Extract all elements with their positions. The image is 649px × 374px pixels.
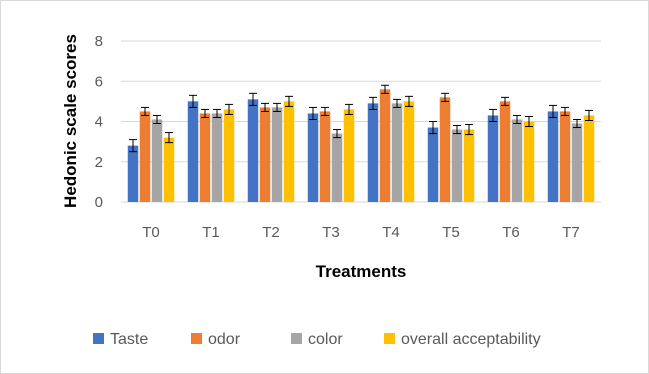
bar-t0-overall-acceptability: [163, 137, 175, 202]
bar-t3-taste: [307, 113, 319, 202]
bar-t7-odor: [559, 111, 571, 202]
legend: Taste odor color overall acceptability: [93, 331, 541, 348]
error-bar: [501, 96, 509, 106]
legend-label: overall acceptability: [401, 331, 541, 348]
bar-t5-color: [451, 129, 463, 202]
error-bar: [561, 106, 569, 116]
error-bar: [453, 125, 461, 135]
error-bar: [549, 104, 557, 118]
legend-item: overall acceptability: [384, 331, 541, 348]
error-bar: [213, 108, 221, 118]
bar-t1-color: [211, 113, 223, 202]
legend-item: odor: [191, 331, 241, 348]
bar-t5-odor: [439, 97, 451, 202]
bar-t1-overall-acceptability: [223, 109, 235, 202]
bar-t2-taste: [247, 99, 259, 202]
bar-t0-odor: [139, 111, 151, 202]
legend-label: odor: [208, 331, 241, 348]
x-tick-label: T2: [262, 224, 280, 241]
bar-t6-color: [511, 119, 523, 202]
y-tick-label: 4: [95, 114, 103, 131]
bar-t3-color: [331, 133, 343, 202]
bar-t4-odor: [379, 89, 391, 202]
bar-t5-taste: [427, 127, 439, 202]
bar-t6-taste: [487, 115, 499, 202]
y-tick-label: 6: [95, 73, 103, 90]
bar-t1-taste: [187, 101, 199, 202]
error-bar: [165, 132, 173, 144]
y-axis-title: Hedonic scale scores: [61, 34, 80, 208]
bar-t3-odor: [319, 111, 331, 202]
error-bar: [369, 96, 377, 110]
error-bar: [189, 94, 197, 108]
error-bar: [573, 118, 581, 129]
error-bar: [141, 106, 149, 116]
error-bar: [321, 106, 329, 116]
x-tick-label: T1: [202, 224, 220, 241]
x-tick-label: T4: [382, 224, 400, 241]
error-bar: [465, 124, 473, 136]
x-tick-label: T5: [442, 224, 460, 241]
bar-t4-taste: [367, 103, 379, 202]
x-tick-label: T6: [502, 224, 520, 241]
error-bar: [381, 84, 389, 94]
error-bar: [393, 98, 401, 108]
error-bar: [129, 139, 137, 153]
error-bar: [333, 129, 341, 139]
bar-t7-color: [571, 123, 583, 202]
bar-t6-overall-acceptability: [523, 121, 535, 202]
error-bar: [309, 106, 317, 120]
error-bar: [585, 109, 593, 121]
error-bar: [153, 114, 161, 125]
bar-t7-overall-acceptability: [583, 115, 595, 202]
error-bar: [249, 92, 257, 106]
error-bar: [345, 103, 353, 115]
y-tick-label: 0: [95, 194, 103, 211]
legend-swatch: [93, 333, 104, 344]
legend-label: color: [308, 331, 343, 348]
x-tick-label: T0: [142, 224, 160, 241]
bar-t2-color: [271, 107, 283, 202]
error-bar: [441, 92, 449, 102]
legend-label: Taste: [110, 331, 148, 348]
bar-t6-odor: [499, 101, 511, 202]
tick-labels: 0 2 4 6 8 T0 T1 T2 T3 T4 T5 T6 T7: [95, 33, 580, 241]
error-bar: [225, 103, 233, 115]
bar-t4-overall-acceptability: [403, 101, 415, 202]
y-tick-label: 8: [95, 33, 103, 50]
error-bar: [201, 108, 209, 118]
error-bars: [129, 84, 593, 153]
legend-swatch: [291, 333, 302, 344]
legend-swatch: [384, 333, 395, 344]
error-bar: [273, 102, 281, 112]
legend-swatch: [191, 333, 202, 344]
bar-t2-odor: [259, 107, 271, 202]
error-bar: [429, 121, 437, 135]
bar-t4-color: [391, 103, 403, 202]
bar-t7-taste: [547, 111, 559, 202]
error-bar: [405, 95, 413, 107]
x-axis-title: Treatments: [316, 262, 407, 281]
error-bar: [261, 102, 269, 112]
error-bar: [513, 114, 521, 125]
error-bar: [489, 108, 497, 122]
legend-item: Taste: [93, 331, 148, 348]
bar-t0-color: [151, 119, 163, 202]
bar-t3-overall-acceptability: [343, 109, 355, 202]
error-bar: [285, 95, 293, 107]
legend-item: color: [291, 331, 343, 348]
x-tick-label: T3: [322, 224, 340, 241]
y-tick-label: 2: [95, 154, 103, 171]
error-bar: [525, 115, 533, 128]
bars: [127, 89, 595, 202]
bar-t1-odor: [199, 113, 211, 202]
bar-t5-overall-acceptability: [463, 129, 475, 202]
bar-t0-taste: [127, 145, 139, 202]
x-tick-label: T7: [562, 224, 580, 241]
bar-t2-overall-acceptability: [283, 101, 295, 202]
